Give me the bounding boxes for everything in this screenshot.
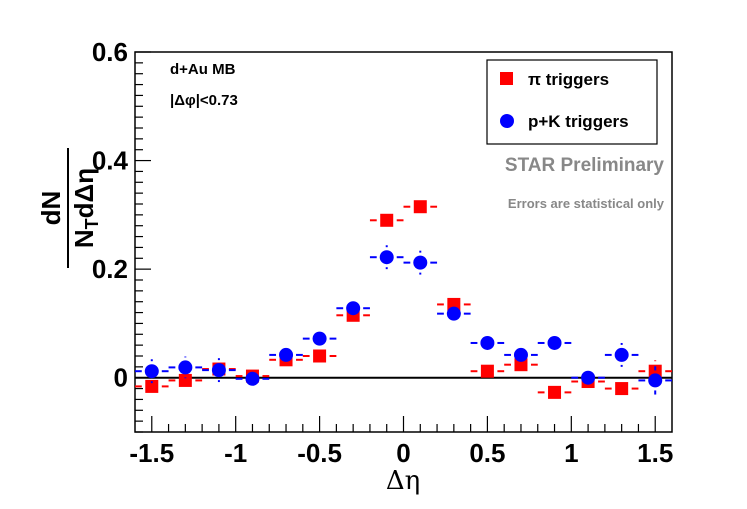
x-tick-label: 1 xyxy=(564,438,578,468)
star-preliminary-label: STAR Preliminary xyxy=(505,155,665,176)
x-tick-label: 0 xyxy=(396,438,410,468)
y-tick-label: 0.2 xyxy=(92,254,128,284)
data-point-pk xyxy=(279,347,294,362)
data-point-pk xyxy=(312,331,327,346)
y-axis-title: dN NTdΔη xyxy=(36,148,102,268)
axis-ticks xyxy=(135,51,656,433)
data-point-pk xyxy=(513,347,528,362)
data-point-pi xyxy=(548,385,562,399)
data-point-pk xyxy=(346,301,361,316)
data-point-pi xyxy=(313,349,327,363)
series-pk-triggers xyxy=(135,245,672,395)
data-point-pi xyxy=(615,382,629,396)
data-point-pk xyxy=(379,250,394,265)
legend-label-pi-triggers: π triggers xyxy=(528,70,609,89)
data-point-pk xyxy=(480,335,495,350)
y-axis-numerator: dN xyxy=(36,191,66,226)
legend-box xyxy=(486,59,658,145)
legend-marker-pi-square xyxy=(500,72,513,85)
data-point-pi xyxy=(514,358,528,372)
axis-tick-labels: -1.5 -1 -0.5 0 0.5 1 1.5 0 0.2 0.4 0.6 xyxy=(92,37,673,468)
y-axis-denominator: NTdΔη xyxy=(69,168,102,248)
annotation-collision-system: d+Au MB xyxy=(170,61,236,78)
errors-note: Errors are statistical only xyxy=(508,196,665,211)
data-point-pi xyxy=(480,364,494,378)
data-point-pi xyxy=(178,373,192,387)
y-axis-denominator-main: N xyxy=(69,229,99,248)
data-point-pi xyxy=(145,379,159,393)
data-point-pk xyxy=(614,347,629,362)
legend-label-pk-triggers: p+K triggers xyxy=(528,112,629,131)
data-point-pk xyxy=(413,255,428,270)
data-point-pk xyxy=(547,335,562,350)
x-axis-title: Δη xyxy=(386,466,420,496)
y-axis-denominator-sub: T xyxy=(82,218,102,229)
x-tick-label: -1 xyxy=(224,438,247,468)
data-point-pk xyxy=(211,363,226,378)
annotation-dphi-cut: |Δφ|<0.73 xyxy=(170,92,238,109)
x-tick-label: 0.5 xyxy=(469,438,505,468)
data-point-pk xyxy=(648,373,663,388)
y-tick-label: 0.6 xyxy=(92,37,128,67)
data-point-pi xyxy=(413,200,427,214)
data-point-pk xyxy=(446,306,461,321)
data-point-pk xyxy=(178,360,193,375)
x-tick-label: 1.5 xyxy=(637,438,673,468)
y-axis-denominator-tail: dΔη xyxy=(69,168,99,218)
y-tick-label: 0 xyxy=(114,363,128,393)
data-point-pi xyxy=(380,213,394,227)
data-point-pk xyxy=(144,364,159,379)
data-series-layer xyxy=(135,200,672,399)
y-tick-label: 0.4 xyxy=(92,146,129,176)
x-tick-label: -0.5 xyxy=(297,438,342,468)
x-tick-label: -1.5 xyxy=(129,438,174,468)
legend-marker-pk-circle xyxy=(500,114,514,128)
legend: π triggers p+K triggers xyxy=(486,59,658,145)
data-point-pk xyxy=(581,370,596,385)
series-pi-triggers xyxy=(135,200,672,399)
data-point-pk xyxy=(245,371,260,386)
